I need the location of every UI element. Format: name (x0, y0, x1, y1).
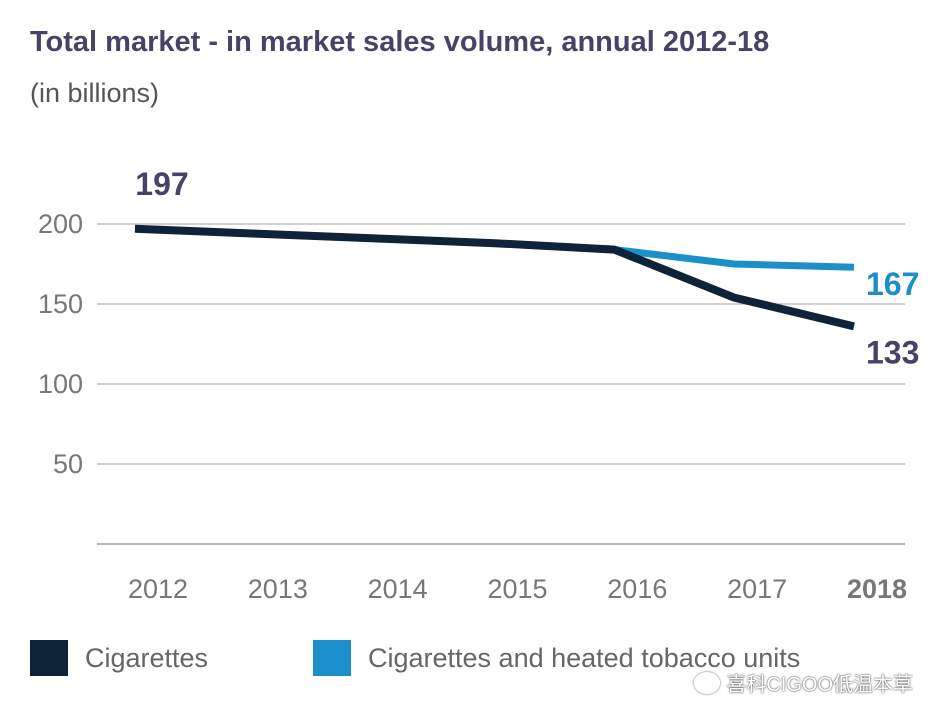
x-tick-label: 2012 (128, 574, 188, 604)
x-tick-label: 2018 (847, 574, 907, 604)
legend-item-cigarettes: Cigarettes (30, 640, 208, 676)
x-tick-label: 2015 (487, 574, 547, 604)
watermark-text: 喜科CIGOO低温本草 (726, 674, 913, 696)
legend-label-cigarettes: Cigarettes (85, 642, 209, 673)
data-label-start: 197 (135, 166, 188, 202)
gridlines (97, 223, 905, 545)
chart-title: Total market - in market sales volume, a… (30, 26, 770, 58)
legend-item-heated-tobacco: Cigarettes and heated tobacco units (313, 640, 800, 676)
y-tick-label: 100 (38, 369, 83, 399)
wechat-icon (694, 671, 721, 694)
x-tick-label: 2013 (248, 574, 308, 604)
y-tick-label: 200 (38, 209, 83, 239)
legend-label-heated-tobacco: Cigarettes and heated tobacco units (368, 642, 801, 673)
x-tick-label: 2016 (607, 574, 667, 604)
data-labels: 197 167 133 (135, 166, 919, 370)
watermark: 喜科CIGOO低温本草 (694, 668, 913, 697)
legend-swatch-cigarettes (30, 640, 68, 676)
x-tick-label: 2017 (727, 574, 787, 604)
y-tick-label: 50 (53, 449, 83, 479)
legend-swatch-heated-tobacco (313, 640, 351, 676)
chart-subtitle: (in billions) (30, 78, 160, 108)
series-line-cigarettes (134, 224, 855, 331)
data-label-heated-end: 167 (866, 266, 919, 302)
data-label-cigarettes-end: 133 (866, 334, 919, 370)
series-lines (134, 224, 855, 331)
y-tick-label: 150 (38, 289, 83, 319)
x-axis-ticks: 2012 2013 2014 2015 2016 2017 2018 (128, 574, 907, 604)
x-tick-label: 2014 (368, 574, 428, 604)
y-axis-ticks: 200 150 100 50 (38, 209, 83, 479)
